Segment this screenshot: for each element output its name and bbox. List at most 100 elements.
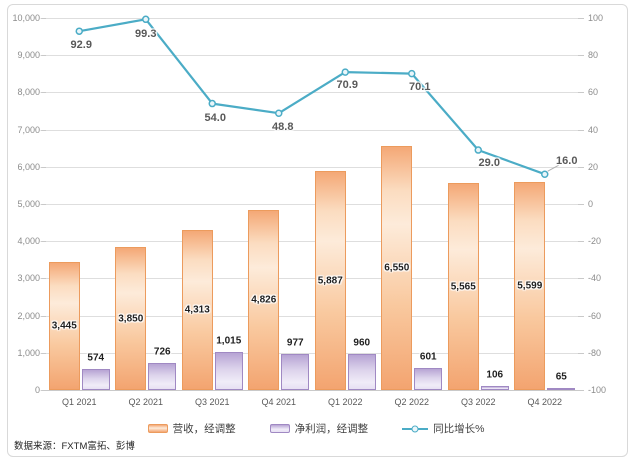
right-axis-tick-label: -60 [588, 311, 602, 321]
right-axis-tick-label: -100 [588, 385, 607, 395]
left-axis-tick-label: 7,000 [17, 125, 40, 135]
left-tick [40, 204, 46, 205]
gridline [46, 316, 578, 317]
growth-value-label: 99.3 [135, 28, 157, 41]
left-axis-tick-label: 8,000 [17, 87, 40, 97]
profit-bar [281, 354, 310, 390]
profit-value-label: 601 [419, 351, 437, 363]
left-tick [40, 130, 46, 131]
right-tick [578, 204, 584, 205]
right-axis-tick-label: 100 [588, 13, 604, 23]
left-tick [40, 55, 46, 56]
gridline [46, 18, 578, 19]
revenue-value-label: 5,599 [517, 280, 543, 292]
growth-value-label: 48.8 [272, 121, 294, 134]
left-axis-tick-label: 4,000 [17, 236, 40, 246]
right-axis-tick-label: -20 [588, 236, 602, 246]
x-axis-category-label: Q4 2021 [261, 397, 297, 407]
legend-label-profit: 净利润，经调整 [294, 423, 369, 435]
x-axis-category-label: Q2 2021 [128, 397, 164, 407]
growth-value-label: 54.0 [204, 111, 226, 124]
legend-item-revenue: 营收，经调整 [147, 421, 236, 436]
gridline [46, 130, 578, 131]
profit-bar [148, 363, 177, 390]
left-tick [40, 316, 46, 317]
right-tick [578, 130, 584, 131]
left-axis-tick-label: 0 [34, 385, 40, 395]
right-axis-tick-label: 60 [588, 87, 599, 97]
left-tick [40, 241, 46, 242]
x-axis-line [46, 390, 578, 391]
right-tick [578, 316, 584, 317]
left-axis-tick-label: 1,000 [17, 348, 40, 358]
legend: 营收，经调整 净利润，经调整 同比增长% [46, 421, 586, 436]
x-axis-category-label: Q3 2022 [460, 397, 496, 407]
profit-bar [547, 388, 576, 390]
revenue-value-label: 4,826 [251, 294, 277, 306]
right-axis-tick-label: -80 [588, 348, 602, 358]
profit-swatch-icon [269, 424, 290, 433]
left-axis-tick-label: 5,000 [17, 199, 40, 209]
revenue-value-label: 6,550 [384, 262, 410, 274]
x-axis-category-label: Q2 2022 [394, 397, 430, 407]
revenue-swatch-icon [147, 424, 168, 433]
revenue-value-label: 5,887 [317, 275, 343, 286]
gridline [46, 353, 578, 354]
left-tick [40, 390, 46, 391]
gridline [46, 278, 578, 279]
line-swatch-icon [402, 424, 429, 433]
left-tick [40, 167, 46, 168]
right-tick [578, 278, 584, 279]
growth-value-label: 16.0 [556, 155, 578, 168]
revenue-bar [381, 146, 413, 390]
right-axis-tick-label: 0 [588, 199, 594, 209]
right-axis-tick-label: -40 [588, 273, 602, 283]
profit-value-label: 106 [486, 369, 504, 381]
legend-item-growth: 同比增长% [402, 421, 484, 436]
growth-value-label: 92.9 [70, 39, 92, 52]
profit-bar [347, 354, 376, 390]
revenue-bar [314, 171, 346, 390]
growth-value-label: 29.0 [478, 157, 500, 170]
growth-value-label: 70.9 [336, 79, 358, 92]
x-axis-category-label: Q4 2022 [527, 397, 563, 407]
profit-value-label: 65 [555, 371, 567, 383]
profit-value-label: 1,015 [216, 335, 242, 347]
profit-bar [414, 368, 443, 390]
revenue-bar [181, 230, 213, 390]
right-axis-tick-label: 80 [588, 50, 599, 60]
x-axis-category-label: Q1 2022 [327, 397, 363, 407]
right-tick [578, 390, 584, 391]
profit-bar [480, 386, 509, 390]
legend-item-profit: 净利润，经调整 [269, 421, 369, 436]
left-axis-tick-label: 6,000 [17, 162, 40, 172]
left-axis-tick-label: 2,000 [17, 311, 40, 321]
x-axis-category-label: Q1 2021 [61, 397, 97, 407]
profit-value-label: 960 [353, 337, 371, 349]
profit-value-label: 977 [286, 337, 304, 349]
revenue-bar [447, 183, 479, 390]
gridline [46, 241, 578, 242]
right-tick [578, 55, 584, 56]
revenue-bar [514, 182, 546, 390]
revenue-value-label: 4,313 [184, 304, 210, 316]
left-tick [40, 353, 46, 354]
gridline [46, 55, 578, 56]
right-axis-tick-label: 40 [588, 125, 599, 135]
profit-bar [81, 369, 110, 390]
right-tick [578, 92, 584, 93]
right-axis-tick-label: 20 [588, 162, 599, 172]
left-axis-tick-label: 10,000 [12, 13, 40, 23]
right-tick [578, 241, 584, 242]
legend-label-growth: 同比增长% [433, 423, 485, 435]
left-tick [40, 92, 46, 93]
revenue-value-label: 3,850 [118, 313, 144, 324]
right-tick [578, 18, 584, 19]
x-axis-category-label: Q3 2021 [194, 397, 230, 407]
revenue-value-label: 3,445 [51, 320, 77, 332]
revenue-bar [48, 262, 80, 390]
profit-value-label: 574 [87, 352, 105, 364]
left-tick [40, 18, 46, 19]
source-note: 数据来源：FXTM富拓、彭博 [14, 441, 135, 452]
